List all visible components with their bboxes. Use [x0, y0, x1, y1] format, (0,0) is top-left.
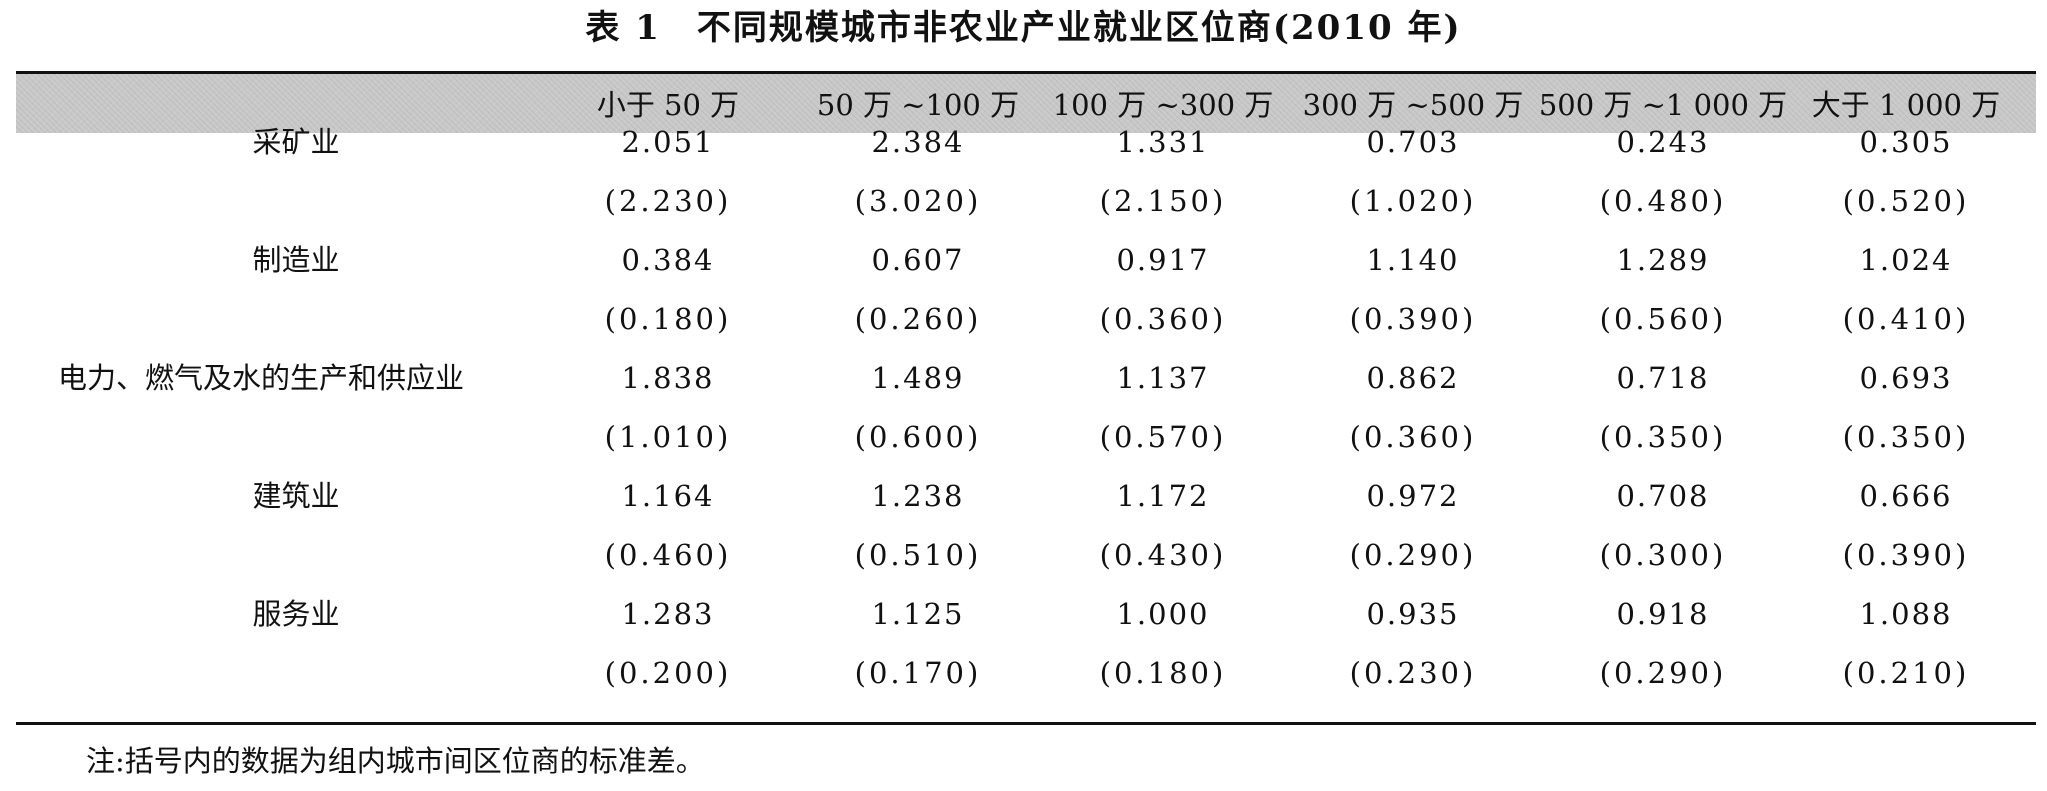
column-header: 小于 50 万: [596, 88, 740, 122]
std-dev-cell: (0.230): [1349, 656, 1477, 690]
std-dev-cell: (0.460): [604, 538, 732, 572]
value-cell: 0.703: [1366, 125, 1460, 159]
top-rule: [16, 71, 2036, 74]
std-dev-cell: (0.170): [854, 656, 982, 690]
std-dev-cell: (1.010): [604, 420, 732, 454]
std-dev-cell: (0.350): [1842, 420, 1970, 454]
value-cell: 1.283: [621, 597, 715, 631]
row-label: 制造业: [252, 243, 340, 277]
value-cell: 1.024: [1859, 243, 1953, 277]
value-cell: 2.384: [871, 125, 965, 159]
value-cell: 1.489: [871, 361, 965, 395]
std-dev-cell: (0.180): [1099, 656, 1227, 690]
value-cell: 0.305: [1859, 125, 1953, 159]
column-header: 50 万 ~100 万: [816, 88, 1020, 122]
std-dev-cell: (0.480): [1599, 184, 1727, 218]
table-title: 表 1 不同规模城市非农业产业就业区位商(2010 年): [0, 6, 2047, 50]
std-dev-cell: (0.410): [1842, 302, 1970, 336]
std-dev-cell: (0.290): [1349, 538, 1477, 572]
std-dev-cell: (3.020): [854, 184, 982, 218]
std-dev-cell: (0.360): [1099, 302, 1227, 336]
value-cell: 1.000: [1116, 597, 1210, 631]
value-cell: 1.088: [1859, 597, 1953, 631]
table-caption: 不同规模城市非农业产业就业区位商(2010 年): [696, 8, 1462, 48]
header-band: [16, 74, 2036, 133]
table-number: 表 1: [585, 8, 661, 48]
row-label: 电力、燃气及水的生产和供应业: [58, 361, 465, 395]
value-cell: 1.838: [621, 361, 715, 395]
std-dev-cell: (0.430): [1099, 538, 1227, 572]
value-cell: 0.718: [1616, 361, 1710, 395]
value-cell: 0.666: [1859, 479, 1953, 513]
row-label: 建筑业: [252, 479, 340, 513]
std-dev-cell: (0.510): [854, 538, 982, 572]
value-cell: 0.607: [871, 243, 965, 277]
std-dev-cell: (0.260): [854, 302, 982, 336]
std-dev-cell: (0.200): [604, 656, 732, 690]
value-cell: 1.238: [871, 479, 965, 513]
bottom-rule: [16, 722, 2036, 725]
std-dev-cell: (0.290): [1599, 656, 1727, 690]
value-cell: 0.918: [1616, 597, 1710, 631]
std-dev-cell: (0.390): [1349, 302, 1477, 336]
std-dev-cell: (0.560): [1599, 302, 1727, 336]
std-dev-cell: (0.350): [1599, 420, 1727, 454]
std-dev-cell: (1.020): [1349, 184, 1477, 218]
row-label: 服务业: [252, 597, 340, 631]
row-label: 采矿业: [252, 125, 340, 159]
value-cell: 0.243: [1616, 125, 1710, 159]
value-cell: 1.289: [1616, 243, 1710, 277]
value-cell: 0.708: [1616, 479, 1710, 513]
std-dev-cell: (0.210): [1842, 656, 1970, 690]
std-dev-cell: (2.230): [604, 184, 732, 218]
value-cell: 1.140: [1366, 243, 1460, 277]
std-dev-cell: (0.180): [604, 302, 732, 336]
column-header: 500 万 ~1 000 万: [1538, 88, 1788, 122]
table-note: 注:括号内的数据为组内城市间区位商的标准差。: [86, 744, 705, 778]
value-cell: 1.125: [871, 597, 965, 631]
column-header: 100 万 ~300 万: [1052, 88, 1274, 122]
value-cell: 1.172: [1116, 479, 1210, 513]
std-dev-cell: (0.360): [1349, 420, 1477, 454]
value-cell: 0.384: [621, 243, 715, 277]
value-cell: 0.935: [1366, 597, 1460, 631]
value-cell: 0.862: [1366, 361, 1460, 395]
value-cell: 0.972: [1366, 479, 1460, 513]
value-cell: 0.693: [1859, 361, 1953, 395]
column-header: 300 万 ~500 万: [1302, 88, 1524, 122]
std-dev-cell: (0.520): [1842, 184, 1970, 218]
value-cell: 2.051: [621, 125, 715, 159]
std-dev-cell: (0.390): [1842, 538, 1970, 572]
std-dev-cell: (2.150): [1099, 184, 1227, 218]
std-dev-cell: (0.300): [1599, 538, 1727, 572]
value-cell: 1.331: [1116, 125, 1210, 159]
value-cell: 1.137: [1116, 361, 1210, 395]
std-dev-cell: (0.570): [1099, 420, 1227, 454]
value-cell: 0.917: [1116, 243, 1210, 277]
value-cell: 1.164: [621, 479, 715, 513]
column-header: 大于 1 000 万: [1811, 88, 2001, 122]
std-dev-cell: (0.600): [854, 420, 982, 454]
